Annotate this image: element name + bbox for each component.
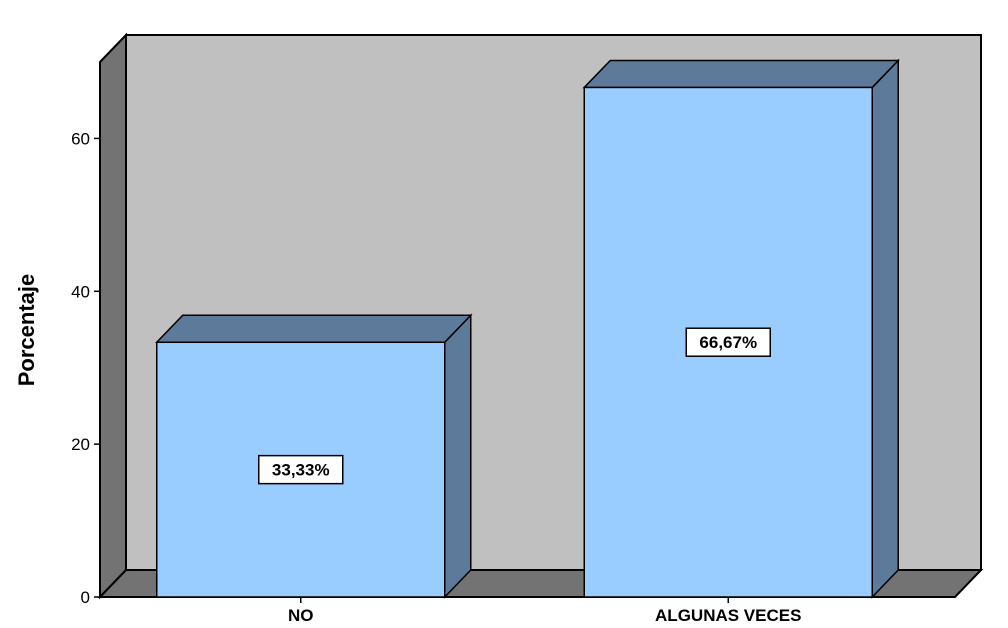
y-tick-label: 0 xyxy=(81,588,90,607)
x-tick-label: NO xyxy=(288,606,314,625)
y-tick-label: 20 xyxy=(71,435,90,454)
x-tick-label: ALGUNAS VECES xyxy=(655,606,801,625)
x-axis: NO ALGUNAS VECES xyxy=(288,597,801,625)
data-label: 66,67% xyxy=(699,333,757,352)
y-tick-label: 40 xyxy=(71,282,90,301)
bar-side xyxy=(444,313,472,599)
data-label-box xyxy=(685,327,771,357)
data-label-box xyxy=(258,454,344,485)
y-axis: 0 20 40 60 xyxy=(71,129,100,607)
bar-side xyxy=(871,58,899,599)
bars: 33,33% 66,67% xyxy=(154,58,901,599)
bar-top xyxy=(582,59,901,89)
y-axis-title: Porcentaje xyxy=(14,274,39,387)
data-label: 33,33% xyxy=(272,461,330,480)
y-tick-label: 60 xyxy=(71,129,90,148)
bar-top xyxy=(154,314,473,344)
bar: 66,67% xyxy=(582,58,901,599)
bar: 33,33% xyxy=(154,313,473,599)
side-wall xyxy=(99,32,127,600)
